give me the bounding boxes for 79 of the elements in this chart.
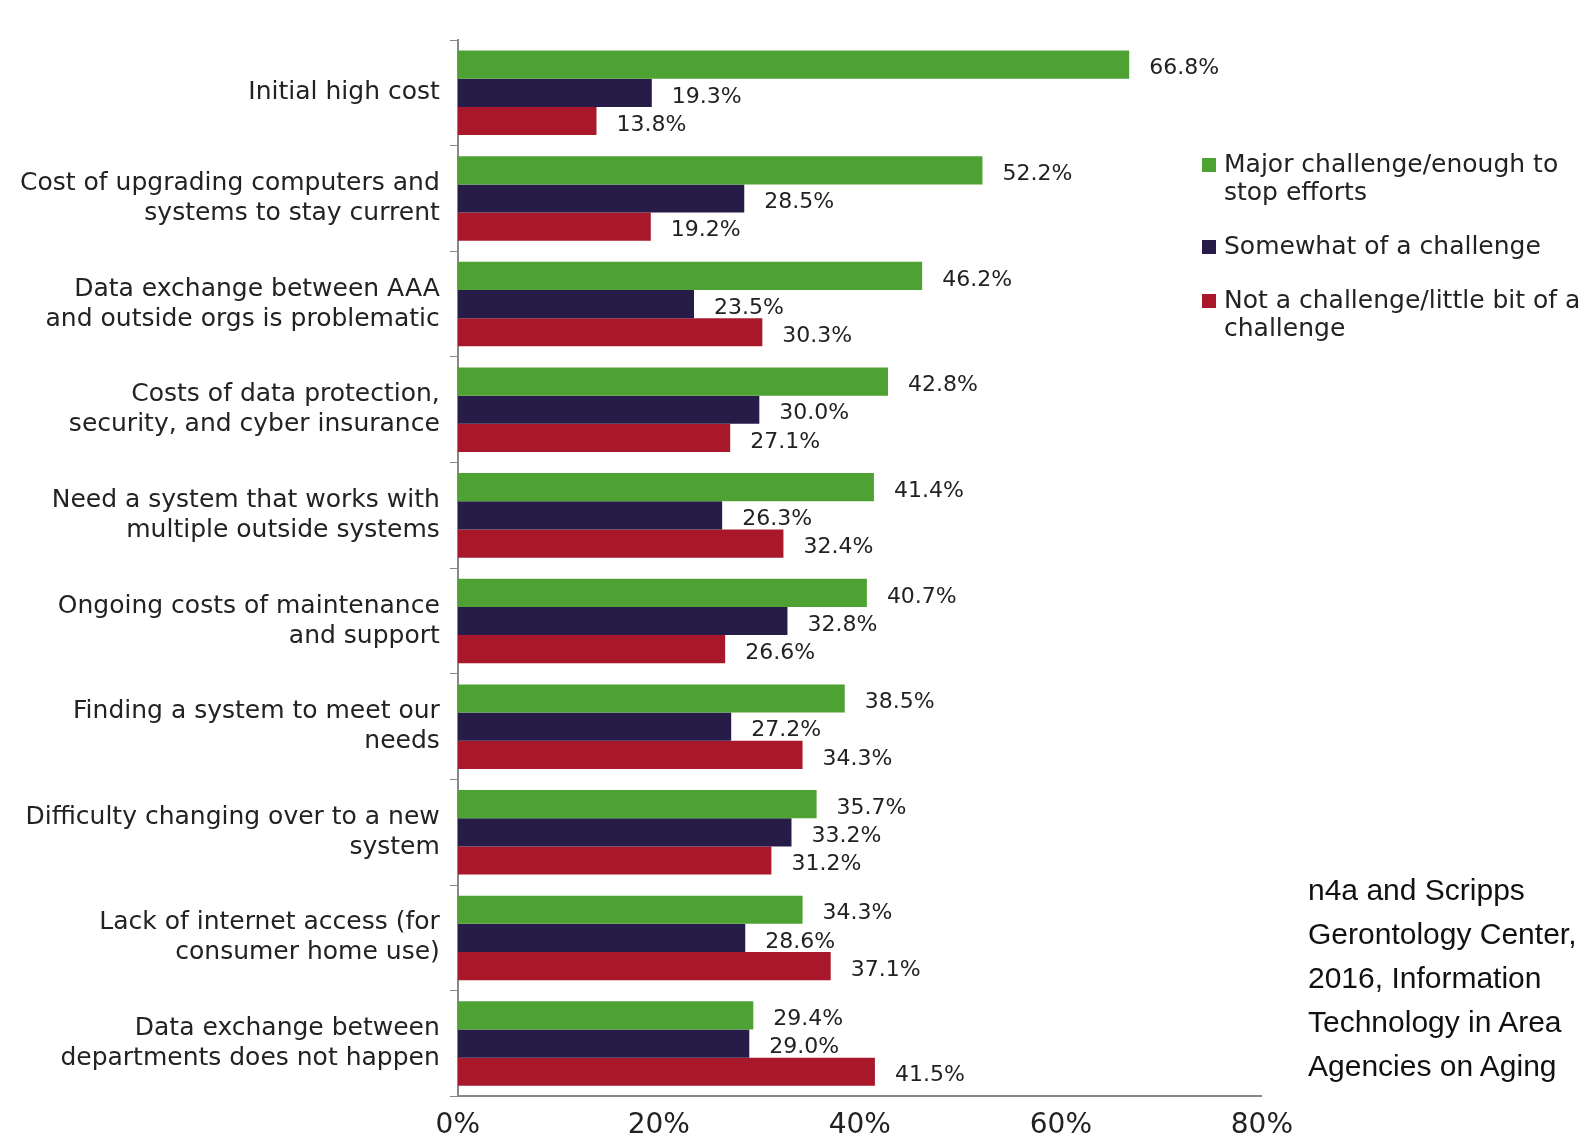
bar [457, 818, 792, 847]
data-label: 66.8% [1149, 54, 1220, 80]
data-label: 29.4% [773, 1005, 844, 1031]
bar [457, 578, 867, 607]
data-label: 38.5% [864, 688, 935, 714]
bar [457, 473, 874, 502]
data-label: 26.3% [742, 505, 813, 531]
bar [457, 395, 760, 424]
x-tick-label: 40% [828, 1107, 891, 1141]
bar [457, 367, 888, 396]
data-label: 28.6% [765, 927, 836, 953]
bar [457, 261, 923, 291]
data-label: 26.6% [745, 638, 816, 664]
bar [457, 895, 803, 924]
bar [457, 790, 817, 819]
data-label: 32.4% [803, 533, 874, 559]
data-label: 46.2% [942, 265, 1013, 291]
bar [457, 684, 845, 713]
data-label: 27.2% [751, 716, 822, 742]
data-label: 27.1% [750, 427, 821, 453]
bar [457, 529, 784, 558]
y-tick-label: Need a system that works with multiple outside systems [51, 483, 440, 543]
bar [457, 212, 651, 241]
data-label: 40.7% [886, 582, 957, 608]
bar [457, 78, 652, 107]
x-tick-label: 60% [1029, 1107, 1092, 1141]
data-label: 29.0% [769, 1033, 840, 1059]
legend-label: Somewhat of a challenge [1224, 231, 1541, 260]
data-label: 19.3% [671, 82, 742, 108]
bar [457, 712, 732, 741]
bar [457, 318, 763, 347]
data-label: 23.5% [714, 293, 784, 319]
y-tick-label: Difficulty changing over to a new system [25, 800, 440, 860]
bar [457, 106, 597, 136]
data-label: 35.7% [836, 793, 907, 819]
bar [457, 501, 723, 530]
bar [457, 290, 694, 319]
bar [457, 423, 731, 452]
x-tick-label: 0% [435, 1107, 481, 1141]
bar [457, 740, 803, 769]
data-label: 34.3% [822, 899, 893, 925]
text: n4a and Scripps Gerontology Center, 2016, Information Technology in Area Agencies on Aging [1308, 872, 1578, 1084]
bar [457, 635, 726, 664]
y-tick-label: Costs of data protection, security, and cyber insurance [68, 378, 440, 438]
data-label: 30.3% [782, 321, 853, 347]
data-label: 19.2% [670, 216, 741, 242]
bar [457, 1057, 875, 1086]
bar [457, 846, 772, 875]
y-tick-label: Data exchange between departments does not happen [60, 1012, 440, 1072]
y-tick-label: Ongoing costs of maintenance and support [57, 589, 440, 649]
x-tick-label: 20% [627, 1107, 690, 1141]
data-label: 13.8% [616, 110, 687, 136]
y-tick-label: Lack of internet access (for consumer home use) [99, 906, 441, 966]
data-label: 52.2% [1002, 160, 1073, 186]
bar [457, 184, 745, 213]
data-label: 31.2% [791, 850, 862, 876]
data-label: 41.5% [894, 1061, 965, 1087]
legend-label: Not a challenge/little bit of a challenge [1224, 285, 1582, 342]
bar [457, 50, 1130, 79]
data-label: 30.0% [779, 399, 850, 425]
y-tick-label: Data exchange between AAA and outside orgs is problematic [45, 272, 440, 332]
data-label: 42.8% [907, 371, 978, 397]
data-label: 34.3% [822, 744, 893, 770]
data-label: 41.4% [893, 476, 964, 502]
data-label: 33.2% [811, 822, 882, 848]
bar [457, 606, 788, 636]
bar [457, 156, 983, 185]
y-tick-label: Cost of upgrading computers and systems to stay current [19, 166, 440, 226]
data-label: 37.1% [850, 955, 921, 981]
data-label: 28.5% [764, 188, 835, 214]
bar [457, 952, 831, 981]
legend-label: Major challenge/enough to stop efforts [1224, 149, 1560, 206]
bar [457, 923, 746, 953]
y-tick-label: Initial high cost [248, 76, 440, 106]
y-tick-label: Finding a system to meet our needs [73, 695, 441, 755]
bar [457, 1029, 750, 1058]
bar [457, 1001, 754, 1030]
data-label: 32.8% [807, 610, 878, 636]
x-tick-label: 80% [1230, 1107, 1293, 1141]
